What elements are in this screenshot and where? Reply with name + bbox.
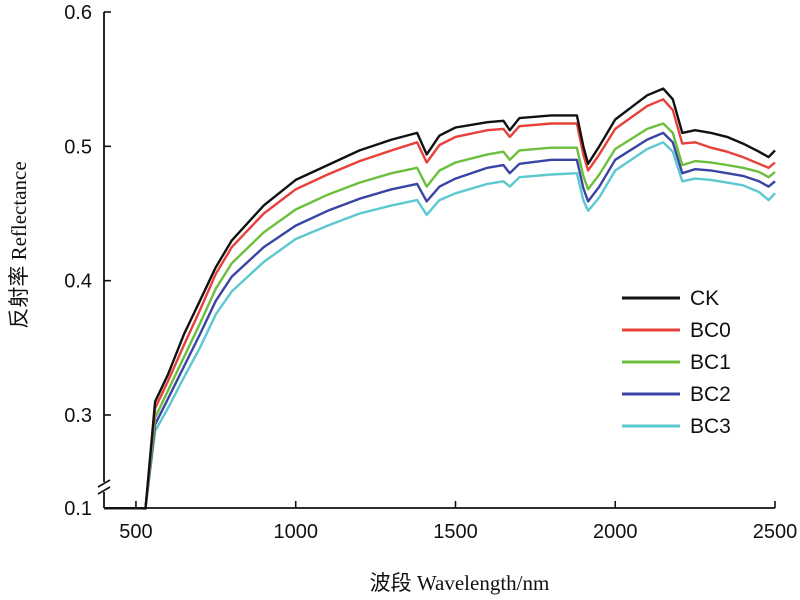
y-tick-label-0.4: 0.4 [64,271,92,293]
series-line-bc3 [104,141,776,510]
x-tick-label-500: 500 [119,521,152,543]
axis-break-mark-lower [97,486,111,495]
plot-lines [104,87,776,510]
y-axis-title: 反射率 Reflectance [7,161,31,328]
x-tick-label-2000: 2000 [593,521,638,543]
series-line-bc0 [104,98,776,510]
legend-label-bc3: BC3 [690,415,731,438]
legend-label-ck: CK [690,287,719,310]
series-line-ck [104,87,776,510]
axes [97,12,775,509]
x-tick-label-2500: 2500 [753,521,798,543]
x-tick-label-1000: 1000 [273,521,318,543]
legend-label-bc0: BC0 [690,319,731,342]
y-tick-label-0.5: 0.5 [64,136,92,158]
x-axis-title: 波段 Wavelength/nm [370,571,550,595]
legend: CK BC0 BC1 BC2 BC3 [622,287,731,438]
series-line-bc2 [104,131,776,510]
ticks: 500 1000 1500 2000 2500 0.1 0.3 0.4 0.5 0.6 [64,2,797,543]
x-tick-label-1500: 1500 [433,521,478,543]
y-tick-label-0.3: 0.3 [64,405,92,427]
y-tick-label-0.6: 0.6 [64,2,92,24]
legend-label-bc1: BC1 [690,351,731,374]
legend-label-bc2: BC2 [690,383,731,406]
series-line-bc1 [104,122,776,510]
axis-break-mark-upper [97,479,111,488]
y-tick-label-0.1: 0.1 [64,498,92,520]
